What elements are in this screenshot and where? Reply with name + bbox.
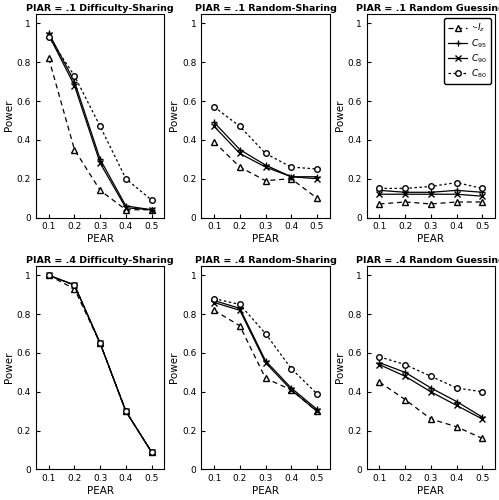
X-axis label: PEAR: PEAR: [417, 486, 445, 496]
X-axis label: PEAR: PEAR: [252, 486, 279, 496]
Legend: $\cdot$-$I_z$, $C_{95}$, $C_{90}$, $C_{80}$: $\cdot$-$I_z$, $C_{95}$, $C_{90}$, $C_{8…: [444, 18, 491, 84]
Title: PIAR = .1 Difficulty-Sharing: PIAR = .1 Difficulty-Sharing: [26, 4, 174, 13]
Y-axis label: Power: Power: [4, 352, 14, 384]
Title: PIAR = .4 Difficulty-Sharing: PIAR = .4 Difficulty-Sharing: [26, 256, 174, 265]
Y-axis label: Power: Power: [335, 352, 345, 384]
Y-axis label: Power: Power: [169, 100, 179, 132]
Title: PIAR = .1 Random-Sharing: PIAR = .1 Random-Sharing: [195, 4, 336, 13]
Title: PIAR = .1 Random Guessing: PIAR = .1 Random Guessing: [356, 4, 499, 13]
X-axis label: PEAR: PEAR: [417, 234, 445, 244]
X-axis label: PEAR: PEAR: [87, 486, 114, 496]
Y-axis label: Power: Power: [169, 352, 179, 384]
X-axis label: PEAR: PEAR: [87, 234, 114, 244]
Title: PIAR = .4 Random Guessing: PIAR = .4 Random Guessing: [356, 256, 499, 265]
Y-axis label: Power: Power: [4, 100, 14, 132]
X-axis label: PEAR: PEAR: [252, 234, 279, 244]
Y-axis label: Power: Power: [335, 100, 345, 132]
Title: PIAR = .4 Random-Sharing: PIAR = .4 Random-Sharing: [195, 256, 336, 265]
